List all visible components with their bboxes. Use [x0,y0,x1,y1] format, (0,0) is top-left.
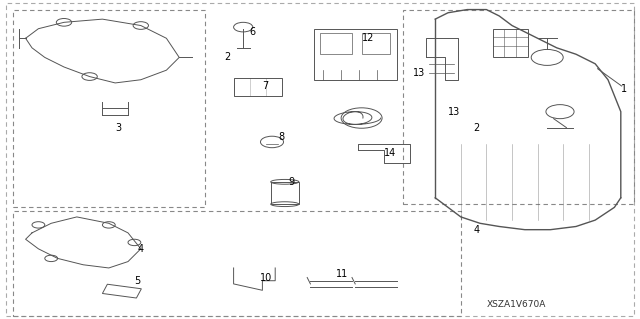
Bar [362,33,390,54]
Text: 3: 3 [115,122,122,133]
Text: 13: 13 [448,107,461,117]
Text: 14: 14 [384,148,397,158]
Bar [234,78,282,96]
Text: 10: 10 [259,272,272,283]
Text: 9: 9 [288,177,294,187]
Text: 11: 11 [336,269,349,279]
Text: 5: 5 [134,276,141,286]
Text: 1: 1 [621,84,627,94]
Text: 2: 2 [224,52,230,63]
Text: 7: 7 [262,81,269,91]
Text: 4: 4 [138,244,144,254]
Text: 2: 2 [474,122,480,133]
Text: 12: 12 [362,33,374,43]
Text: 13: 13 [413,68,426,78]
Text: XSZA1V670A: XSZA1V670A [486,300,546,309]
Text: 6: 6 [250,27,256,37]
Bar [320,33,352,54]
Bar [493,29,528,57]
Text: 8: 8 [278,132,285,142]
Bar [271,182,299,204]
Bar [314,29,397,80]
Bar [102,284,141,298]
Text: 4: 4 [474,225,480,235]
